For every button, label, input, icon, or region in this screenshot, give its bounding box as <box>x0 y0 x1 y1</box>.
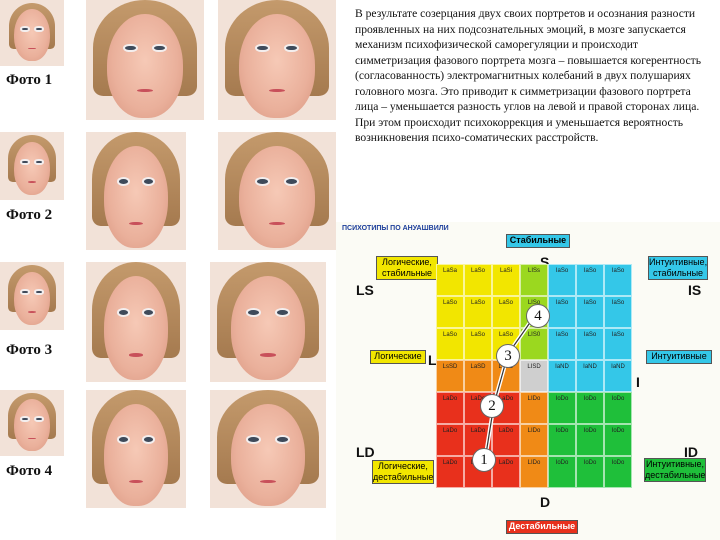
grid-cell: LaDo <box>436 456 464 488</box>
step-3: 3 <box>496 344 520 368</box>
step-2: 2 <box>480 394 504 418</box>
psychotype-chart: ПСИХОТИПЫ ПО АНУАШВИЛИ Стабильные Логиче… <box>336 222 720 540</box>
grid-cell: LaSa <box>436 264 464 296</box>
corner-is: IS <box>688 282 702 298</box>
photo-1-right-symmetric <box>218 0 336 120</box>
photo-3-right-symmetric <box>210 262 326 382</box>
photo-4-left-symmetric <box>86 390 186 508</box>
grid-cell: IaND <box>548 360 576 392</box>
grid-cell: LaSo <box>492 296 520 328</box>
logical-destable-tag: Логические, дестабильные <box>372 460 434 484</box>
stable-top-tag: Стабильные <box>506 234 570 248</box>
description-paragraph: В результате созерцания двух своих портр… <box>355 7 701 144</box>
grid-cell: IaSo <box>548 328 576 360</box>
grid-cell: LIDo <box>520 456 548 488</box>
logical-tag: Логические <box>370 350 426 364</box>
grid-cell: LaSo <box>464 296 492 328</box>
photo-2-small <box>0 132 64 200</box>
intuitive-stable-tag: Интуитивные, стабильные <box>648 256 708 280</box>
photo-1-left-symmetric <box>86 0 204 120</box>
photo-4-small <box>0 390 64 456</box>
grid-cell: IoDo <box>604 392 632 424</box>
grid-cell: LaDo <box>436 424 464 456</box>
grid-cell: IoDo <box>604 456 632 488</box>
logical-stable-tag: Логические, стабильные <box>376 256 438 280</box>
grid-cell: LaDo <box>436 392 464 424</box>
intuitive-destable-tag: Интуитивные, дестабильные <box>644 458 706 482</box>
grid-cell: IoDo <box>548 456 576 488</box>
axis-i: I <box>636 374 640 390</box>
grid-cell: IaSo <box>604 296 632 328</box>
axis-l: L <box>428 352 437 368</box>
corner-ls: LS <box>356 282 374 298</box>
grid-cell: LaSo <box>436 296 464 328</box>
photo-4-right-symmetric <box>210 390 326 508</box>
grid-cell: IoDo <box>548 392 576 424</box>
grid-cell: IaSo <box>548 296 576 328</box>
grid-cell: LISs <box>520 264 548 296</box>
grid-cell: LIDo <box>520 392 548 424</box>
grid-cell: IoDo <box>576 424 604 456</box>
photo-label-2: Фото 2 <box>6 207 53 223</box>
grid-cell: LaSD <box>464 360 492 392</box>
grid-cell: IoDo <box>548 424 576 456</box>
grid-cell: LISD <box>520 360 548 392</box>
grid-cell: IaSo <box>576 264 604 296</box>
grid-cell: IaSo <box>548 264 576 296</box>
grid-cell: LaSo <box>464 264 492 296</box>
grid-cell: LsSD <box>436 360 464 392</box>
grid-cell: LaSo <box>436 328 464 360</box>
corner-ld: LD <box>356 444 375 460</box>
stable-bottom-tag: Дестабильные <box>506 520 578 534</box>
photo-3-left-symmetric <box>86 262 186 382</box>
grid-cell: IoDo <box>576 456 604 488</box>
grid-cell: IaSo <box>604 328 632 360</box>
grid-cell: LaDo <box>492 456 520 488</box>
photo-1-small <box>0 0 64 66</box>
corner-id: ID <box>684 444 698 460</box>
axis-d: D <box>540 494 551 510</box>
step-1: 1 <box>472 448 496 472</box>
photo-label-4: Фото 4 <box>6 463 53 479</box>
photo-label-3: Фото 3 <box>6 342 53 358</box>
grid-cell: IaND <box>576 360 604 392</box>
grid-cell: LaSo <box>464 328 492 360</box>
axis-s: S <box>540 254 550 270</box>
photo-2-right-symmetric <box>218 132 336 250</box>
photo-2-left-symmetric <box>86 132 186 250</box>
grid-cell: IoDo <box>604 424 632 456</box>
photo-3-small <box>0 262 64 330</box>
grid-cell: LIDo <box>520 424 548 456</box>
photo-label-1: Фото 1 <box>6 72 53 88</box>
grid-cell: IaND <box>604 360 632 392</box>
grid-cell: IaSo <box>576 296 604 328</box>
step-4: 4 <box>526 304 550 328</box>
grid-cell: LaSi <box>492 264 520 296</box>
grid-cell: IaSo <box>576 328 604 360</box>
grid-cell: IaSo <box>604 264 632 296</box>
intuitive-tag: Интуитивные <box>646 350 712 364</box>
grid-cell: IoDo <box>576 392 604 424</box>
arrow-path <box>484 312 538 455</box>
chart-title: ПСИХОТИПЫ ПО АНУАШВИЛИ <box>342 225 449 232</box>
grid-cell: LaDo <box>492 424 520 456</box>
